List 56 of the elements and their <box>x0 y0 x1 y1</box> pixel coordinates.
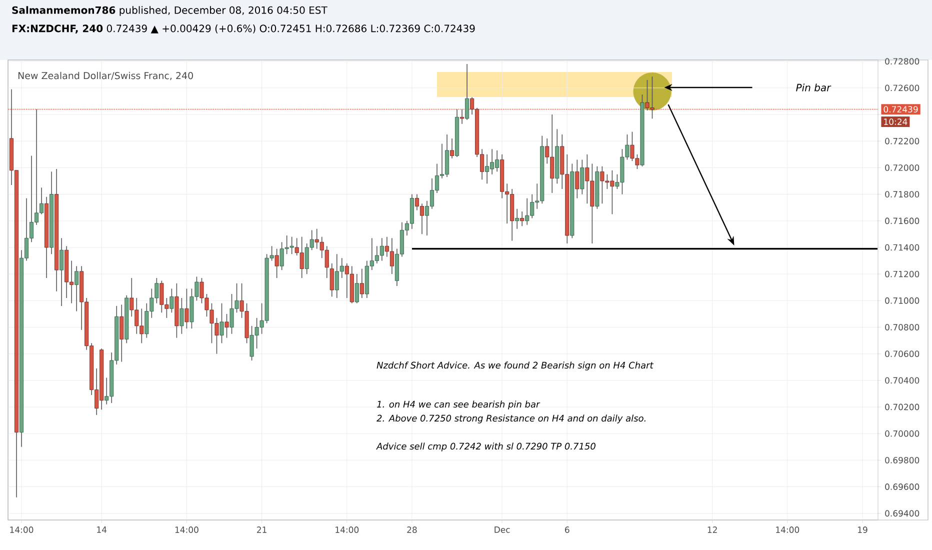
y-tick-label: 0.71000 <box>885 297 920 304</box>
x-tick-label: 14:00 <box>175 526 198 533</box>
y-tick-label: 0.70600 <box>885 350 920 358</box>
x-tick-label: 19 <box>858 526 868 533</box>
candlestick <box>520 211 524 227</box>
candlestick <box>50 171 54 255</box>
x-tick-label: 6 <box>565 526 570 533</box>
y-tick-label: 0.72800 <box>885 58 920 65</box>
annotation: Pin bar <box>796 84 832 92</box>
x-tick-label: 28 <box>407 526 417 533</box>
candlestick <box>54 168 59 292</box>
candlestick <box>120 304 124 362</box>
y-tick-label: 0.72000 <box>885 164 920 171</box>
annotation: Nzdchf Short Advice. As we found 2 Bearish sign on H4 Chart <box>376 362 654 370</box>
text: New Zealand Dollar/Swiss Franc, 240 <box>18 72 193 80</box>
y-tick-label: 0.69400 <box>885 510 920 517</box>
candlestick <box>455 108 460 158</box>
candlestick <box>555 128 560 184</box>
text: Salmanmemon786 published, December 08, 2016 04:50 EST <box>12 6 328 16</box>
candlestick <box>360 268 364 298</box>
x-tick-label: 12 <box>708 526 717 533</box>
y-tick-label: 0.72600 <box>885 84 920 92</box>
candlestick <box>60 238 64 306</box>
x-tick-label: Dec <box>494 526 510 533</box>
candlestick <box>465 64 470 120</box>
candlestick <box>450 138 454 159</box>
x-tick-label: 14 <box>97 526 107 533</box>
candlestick <box>44 196 49 278</box>
annotation: 2. Above 0.7250 strong Resistance on H4 and on daily also. <box>376 414 646 424</box>
y-tick-label: 0.69600 <box>885 484 920 490</box>
y-tick-label: 0.69800 <box>885 456 920 464</box>
y-tick-label: 0.71600 <box>885 218 920 224</box>
x-tick-label: 14:00 <box>10 526 34 533</box>
candlestick <box>174 282 179 338</box>
x-tick-label: 14:00 <box>776 526 800 533</box>
x-tick-label: 21 <box>257 526 266 533</box>
annotation: Advice sell cmp 0.7242 with sl 0.7290 TP 0.7150 <box>376 442 596 452</box>
y-tick-label: 0.70400 <box>885 377 920 384</box>
y-tick-label: 0.72200 <box>885 138 920 144</box>
candlestick <box>515 208 520 230</box>
y-tick-label: 0.70200 <box>885 404 920 410</box>
candlestick <box>354 274 359 304</box>
y-tick-label: 0.71400 <box>885 244 920 251</box>
ref-line-label: 0.72439 <box>884 106 918 113</box>
x-tick-label: 14:00 <box>336 526 359 533</box>
text: 10:24 <box>884 118 908 125</box>
candlestick <box>124 294 129 344</box>
y-tick-label: 0.70000 <box>885 430 920 437</box>
chart-subtitle: FX:NZDCHF, 240 0.72439 ▲ +0.00429 (+0.6%) O:0.72451 H:0.72686 L:0.72369 C:0.72439 <box>12 24 475 34</box>
y-tick-label: 0.71800 <box>885 191 920 198</box>
candlestick <box>74 266 79 312</box>
candlestick <box>330 263 334 298</box>
y-tick-label: 0.71200 <box>885 270 920 278</box>
y-tick-label: 0.70800 <box>885 324 920 330</box>
candlestick <box>575 159 580 199</box>
annotation: 1. on H4 we can see bearish pin bar <box>376 400 540 410</box>
